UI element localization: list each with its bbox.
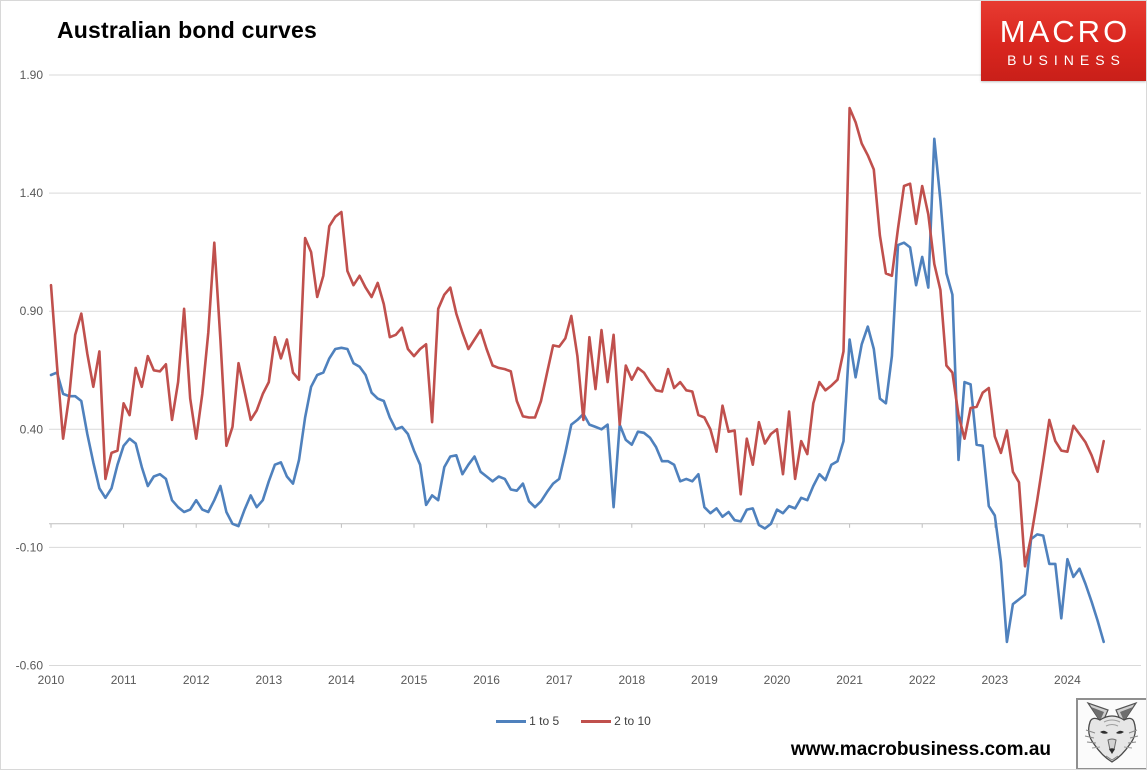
svg-text:2024: 2024 [1054,673,1081,687]
svg-text:2014: 2014 [328,673,355,687]
svg-text:2023: 2023 [981,673,1008,687]
legend-label-1to5: 1 to 5 [529,714,560,728]
svg-text:1.40: 1.40 [20,186,44,200]
page-title: Australian bond curves [57,17,318,43]
svg-text:2015: 2015 [401,673,428,687]
svg-text:0.40: 0.40 [20,422,44,436]
svg-text:-0.60: -0.60 [16,659,44,673]
logo-text-business: BUSINESS [1007,51,1126,68]
red-line-swatch [581,719,612,723]
svg-text:2021: 2021 [836,673,863,687]
legend: 1 to 5 2 to 10 [1,714,1146,728]
legend-item-2to10: 2 to 10 [581,714,651,728]
macrobusiness-logo: MACRO BUSINESS [981,1,1146,81]
svg-text:2019: 2019 [691,673,718,687]
svg-text:1.90: 1.90 [20,68,44,82]
svg-text:2011: 2011 [111,673,137,687]
svg-text:2012: 2012 [183,673,210,687]
svg-text:2017: 2017 [546,673,573,687]
logo-text-macro: MACRO [999,13,1131,49]
blue-line-swatch [496,719,527,723]
svg-text:2022: 2022 [909,673,936,687]
svg-text:2020: 2020 [764,673,791,687]
fox-icon [1078,700,1146,768]
footer-url: www.macrobusiness.com.au [790,739,1051,760]
legend-item-1to5: 1 to 5 [496,714,559,728]
svg-text:0.90: 0.90 [20,304,44,318]
svg-text:2013: 2013 [255,673,282,687]
fox-sketch-image [1076,698,1146,769]
svg-text:2016: 2016 [473,673,500,687]
legend-label-2to10: 2 to 10 [614,714,651,728]
svg-text:-0.10: -0.10 [16,540,44,554]
svg-text:2018: 2018 [618,673,645,687]
svg-text:2010: 2010 [38,673,65,687]
